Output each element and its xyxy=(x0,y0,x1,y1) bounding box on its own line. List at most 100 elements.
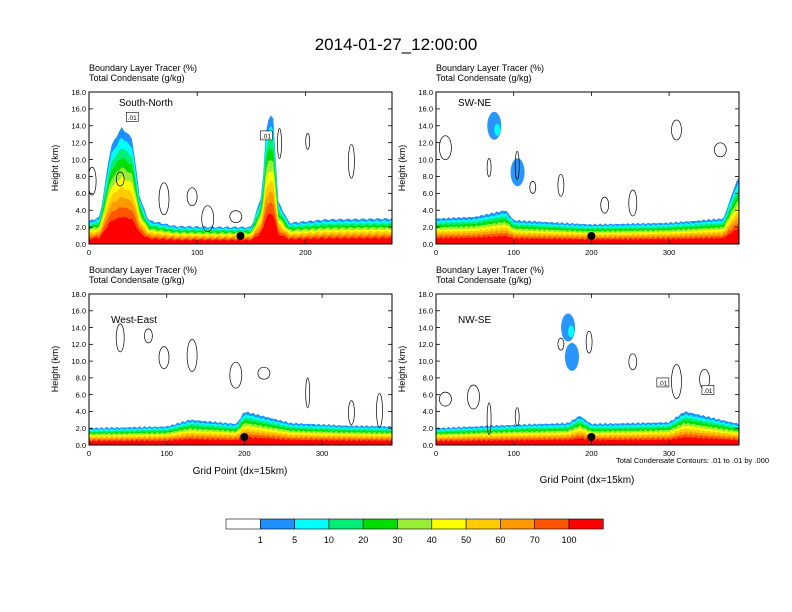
tracer-patch-core xyxy=(568,325,575,338)
tracer-field xyxy=(436,313,739,445)
y-tick-label: 16.0 xyxy=(418,105,433,114)
condensate-contour xyxy=(158,182,170,216)
condensate-contour xyxy=(186,187,198,207)
x-tick-label: 0 xyxy=(434,449,438,458)
y-tick-label: 8.0 xyxy=(76,172,86,181)
condensate-contour xyxy=(305,377,311,409)
contour-label: .01 xyxy=(703,388,712,395)
y-axis-label: Height (km) xyxy=(50,145,60,192)
colorbar-swatch xyxy=(225,518,261,530)
condensate-contour xyxy=(600,196,610,214)
condensate-contour xyxy=(514,151,520,180)
panel-title: West-East xyxy=(111,315,157,326)
tracer-patch xyxy=(510,158,525,187)
y-tick-label: 8.0 xyxy=(76,374,86,383)
y-tick-label: 12.0 xyxy=(418,340,433,349)
condensate-contour xyxy=(144,328,153,344)
colorbar-label: 40 xyxy=(427,535,437,545)
contour-label-box xyxy=(125,112,139,122)
x-tick-label: 300 xyxy=(663,449,676,458)
y-tick-label: 6.0 xyxy=(76,390,86,399)
x-tick-label: 0 xyxy=(434,248,438,257)
condensate-contour xyxy=(529,181,537,194)
colorbar-swatch xyxy=(534,518,570,530)
tracer-band-100 xyxy=(89,436,392,445)
x-axis-label: Grid Point (dx=15km) xyxy=(540,475,635,486)
condensate-contour xyxy=(305,133,311,150)
plot-frame xyxy=(435,91,740,245)
surface-point-marker xyxy=(587,433,596,441)
x-tick-label: 100 xyxy=(507,449,520,458)
y-tick-label: 10.0 xyxy=(418,357,433,366)
condensate-contour xyxy=(467,384,480,410)
colorbar-label: 50 xyxy=(461,535,471,545)
tracer-field xyxy=(436,111,739,244)
y-tick-label: 4.0 xyxy=(423,206,433,215)
x-tick-label: 0 xyxy=(87,449,91,458)
condensate-contour xyxy=(89,166,97,196)
surface-point-marker xyxy=(236,232,245,240)
condensate-contour xyxy=(671,119,682,141)
y-tick-label: 14.0 xyxy=(71,122,86,131)
contour-label-box xyxy=(701,385,715,395)
y-axis-label: Height (km) xyxy=(397,145,407,192)
y-tick-label: 18.0 xyxy=(71,88,86,97)
y-tick-label: 16.0 xyxy=(418,307,433,316)
condensate-contour xyxy=(514,407,520,427)
y-tick-label: 0.0 xyxy=(423,441,433,450)
panel-nw-se: Boundary Layer Tracer (%) Total Condensa… xyxy=(397,265,769,486)
condensate-contour xyxy=(486,402,492,436)
y-tick-label: 10.0 xyxy=(71,357,86,366)
colorbar-label: 70 xyxy=(530,535,540,545)
colorbar-label: 100 xyxy=(561,535,576,545)
colorbar-label: 1 xyxy=(258,535,263,545)
colorbar-label: 5 xyxy=(292,535,297,545)
y-tick-label: 14.0 xyxy=(418,122,433,131)
y-tick-label: 10.0 xyxy=(71,155,86,164)
y-tick-label: 2.0 xyxy=(76,223,86,232)
condensate-contour xyxy=(348,400,355,425)
panel-header-tracer: Boundary Layer Tracer (%) xyxy=(436,265,544,275)
y-tick-label: 2.0 xyxy=(423,223,433,232)
panel-header-condensate: Total Condensate (g/kg) xyxy=(436,275,532,285)
y-tick-label: 4.0 xyxy=(76,206,86,215)
panel-sw-ne: Boundary Layer Tracer (%) Total Condensa… xyxy=(397,63,740,257)
colorbar-label: 10 xyxy=(324,535,334,545)
contour-note: Total Condensate Contours: .01 to .01 by… xyxy=(616,456,769,465)
colorbar-swatch xyxy=(294,518,330,530)
condensate-contour xyxy=(115,171,125,187)
y-tick-label: 12.0 xyxy=(71,340,86,349)
y-tick-label: 10.0 xyxy=(418,155,433,164)
y-axis-label: Height (km) xyxy=(397,346,407,393)
y-tick-label: 16.0 xyxy=(71,105,86,114)
figure-title: 2014-01-27_12:00:00 xyxy=(315,35,478,54)
condensate-contour xyxy=(115,323,125,353)
y-tick-label: 12.0 xyxy=(418,138,433,147)
condensate-contour xyxy=(439,391,452,407)
surface-point-marker xyxy=(587,232,596,240)
colorbar-swatch xyxy=(362,518,398,530)
condensate-contour xyxy=(277,128,282,159)
y-tick-label: 0.0 xyxy=(423,240,433,249)
contour-label-box xyxy=(656,377,670,388)
x-tick-label: 0 xyxy=(87,248,91,257)
contour-label-box xyxy=(260,130,273,141)
condensate-contour xyxy=(557,173,565,197)
condensate-contour xyxy=(713,142,727,158)
condensate-contour xyxy=(348,143,355,179)
condensate-contour xyxy=(201,205,215,233)
y-tick-label: 2.0 xyxy=(76,424,86,433)
panel-header-condensate: Total Condensate (g/kg) xyxy=(89,275,185,285)
condensate-contour xyxy=(585,330,593,354)
panel-header-condensate: Total Condensate (g/kg) xyxy=(436,73,532,83)
y-tick-label: 16.0 xyxy=(71,307,86,316)
condensate-contour xyxy=(557,337,565,351)
y-tick-label: 18.0 xyxy=(418,290,433,299)
panel-header-tracer: Boundary Layer Tracer (%) xyxy=(89,63,197,73)
contour-label: .01 xyxy=(128,115,137,122)
tracer-band-100 xyxy=(89,213,392,244)
colorbar-label: 30 xyxy=(392,535,402,545)
x-tick-label: 300 xyxy=(663,248,676,257)
x-tick-label: 200 xyxy=(299,248,312,257)
